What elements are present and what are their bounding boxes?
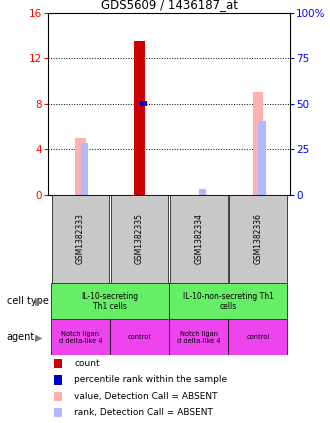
Bar	[110, 319, 169, 355]
Text: IL-10-secreting
Th1 cells: IL-10-secreting Th1 cells	[82, 292, 139, 311]
Bar	[170, 195, 228, 283]
Text: cell type: cell type	[7, 297, 49, 306]
Bar	[51, 283, 169, 319]
Bar	[51, 195, 109, 283]
Title: GDS5609 / 1436187_at: GDS5609 / 1436187_at	[101, 0, 238, 11]
Bar	[169, 319, 228, 355]
Text: percentile rank within the sample: percentile rank within the sample	[74, 375, 227, 385]
Text: control: control	[128, 334, 151, 341]
Text: GSM1382336: GSM1382336	[253, 214, 262, 264]
Text: GSM1382333: GSM1382333	[76, 214, 85, 264]
Bar	[134, 41, 145, 195]
Bar	[111, 195, 168, 283]
Text: ▶: ▶	[35, 332, 43, 342]
Text: agent: agent	[7, 332, 35, 342]
Bar	[258, 121, 266, 195]
Text: ▶: ▶	[35, 297, 43, 306]
Text: count: count	[74, 359, 100, 368]
Bar	[140, 101, 147, 106]
Bar	[229, 195, 287, 283]
Bar	[252, 92, 263, 195]
Text: rank, Detection Call = ABSENT: rank, Detection Call = ABSENT	[74, 408, 213, 417]
Bar	[199, 189, 206, 195]
Text: IL-10-non-secreting Th1
cells: IL-10-non-secreting Th1 cells	[183, 292, 274, 311]
Bar	[81, 143, 88, 195]
Bar	[169, 283, 287, 319]
Bar	[75, 138, 86, 195]
Text: GSM1382335: GSM1382335	[135, 214, 144, 264]
Text: control: control	[246, 334, 270, 341]
Bar	[51, 319, 110, 355]
Text: GSM1382334: GSM1382334	[194, 214, 203, 264]
Text: Notch ligan
d delta-like 4: Notch ligan d delta-like 4	[177, 331, 220, 344]
Text: Notch ligan
d delta-like 4: Notch ligan d delta-like 4	[58, 331, 102, 344]
Bar	[228, 319, 287, 355]
Text: value, Detection Call = ABSENT: value, Detection Call = ABSENT	[74, 392, 218, 401]
